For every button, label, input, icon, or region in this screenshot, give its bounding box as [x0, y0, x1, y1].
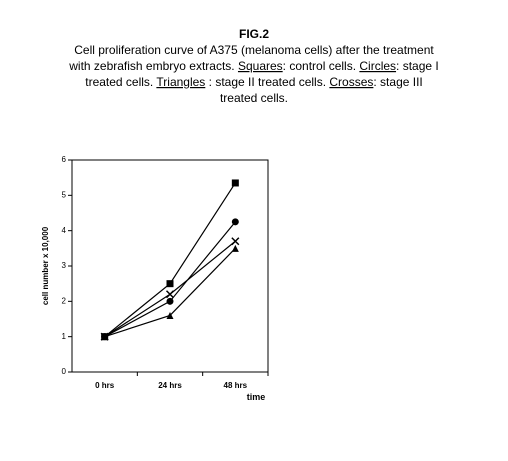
y-tick-label: 6	[62, 155, 67, 164]
x-tick-label: 48 hrs	[224, 381, 248, 390]
y-tick-label: 1	[62, 332, 67, 341]
caption-underlined: Circles	[359, 59, 396, 73]
series-line	[104, 240, 236, 338]
marker-circle	[166, 297, 174, 305]
caption-text: : stage III	[373, 75, 422, 89]
y-tick-label: 5	[62, 190, 67, 199]
y-tick-label: 2	[62, 296, 67, 305]
caption-text: with zebrafish embryo extracts.	[68, 59, 238, 73]
marker-circle	[231, 218, 239, 226]
caption-text: treated cells.	[85, 75, 156, 89]
caption-text: : stage II treated cells.	[205, 75, 329, 89]
x-tick-label: 0 hrs	[95, 381, 115, 390]
caption-underlined: Crosses	[329, 75, 373, 89]
marker-triangle	[231, 244, 239, 252]
caption-text: Cell proliferation curve of A375 (melano…	[74, 43, 434, 57]
x-tick-label: 24 hrs	[158, 381, 182, 390]
marker-cross	[100, 332, 109, 341]
y-tick-label: 3	[62, 261, 67, 270]
y-axis-label: cell number x 10,000	[41, 226, 50, 305]
marker-cross	[231, 237, 240, 246]
caption-text: : stage I	[396, 59, 439, 73]
y-tick-label: 4	[62, 226, 67, 235]
marker-triangle	[166, 311, 174, 319]
caption-underlined: Squares	[238, 59, 283, 73]
y-tick-label: 0	[62, 367, 67, 376]
marker-square	[166, 280, 174, 288]
marker-square	[231, 179, 239, 187]
caption-text: : control cells.	[283, 59, 360, 73]
x-axis-label: time	[247, 392, 266, 402]
caption-line: treated cells.	[220, 91, 288, 105]
caption-underlined: Triangles	[156, 75, 205, 89]
figure-title: FIG.2	[239, 27, 269, 41]
caption-line: with zebrafish embryo extracts. Squares:…	[68, 59, 439, 73]
caption-line: treated cells. Triangles : stage II trea…	[85, 75, 423, 89]
series-line	[104, 221, 236, 338]
caption-line: Cell proliferation curve of A375 (melano…	[74, 43, 434, 57]
marker-cross	[165, 290, 175, 299]
caption-text: treated cells.	[220, 91, 288, 105]
